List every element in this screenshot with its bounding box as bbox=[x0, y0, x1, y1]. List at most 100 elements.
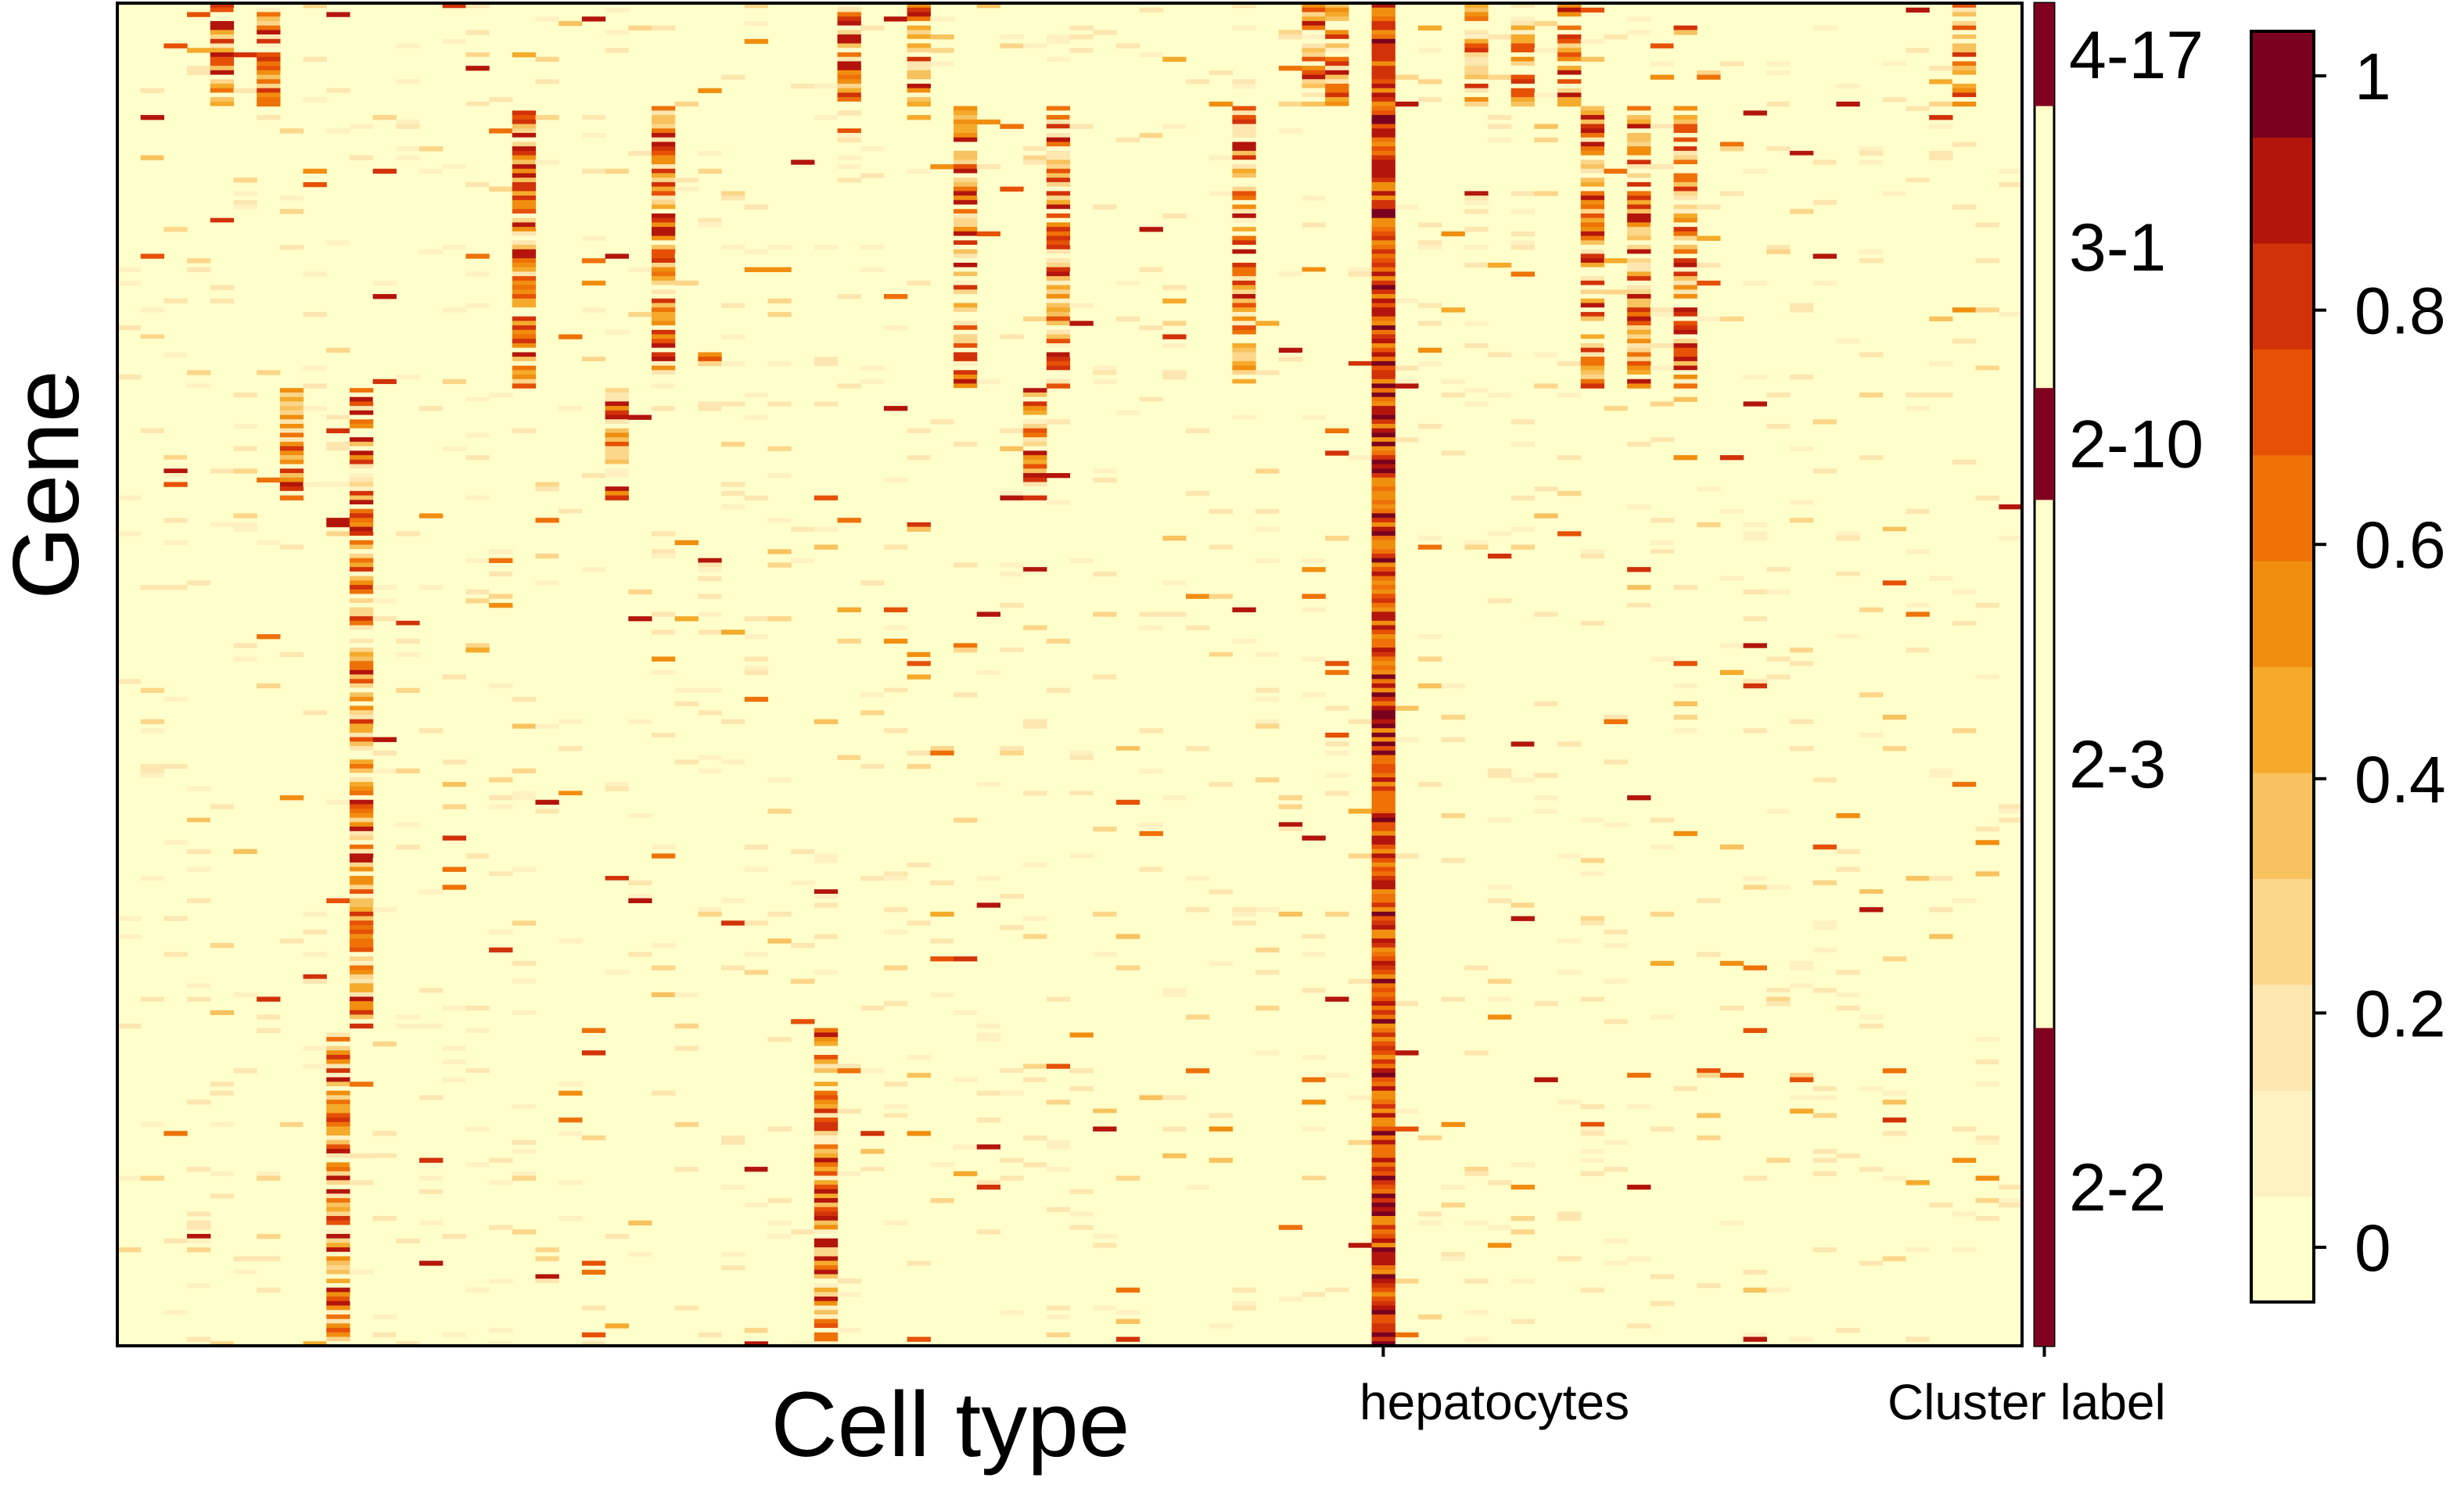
heatmap-cell bbox=[1069, 1211, 1094, 1217]
heatmap-cell bbox=[1185, 1068, 1210, 1074]
heatmap-cell bbox=[651, 132, 676, 138]
heatmap-cell bbox=[605, 446, 629, 451]
heatmap-cell bbox=[1302, 79, 1326, 84]
heatmap-cell bbox=[512, 186, 537, 192]
hepatocytes-cell bbox=[1371, 620, 1395, 626]
heatmap-cell bbox=[1000, 1157, 1024, 1163]
heatmap-cell bbox=[1232, 294, 1256, 300]
heatmap-cell bbox=[1046, 150, 1071, 156]
heatmap-cell bbox=[512, 124, 537, 129]
heatmap-cell bbox=[396, 1175, 420, 1181]
hepatocytes-cell bbox=[1371, 1305, 1395, 1311]
heatmap-cell bbox=[1255, 633, 1280, 640]
heatmap-cell bbox=[605, 396, 629, 402]
heatmap-cell bbox=[1278, 1297, 1303, 1302]
heatmap-cell bbox=[1905, 392, 1930, 398]
heatmap-cell bbox=[744, 669, 769, 676]
hepatocytes-cell bbox=[1371, 715, 1395, 720]
heatmap-cell bbox=[674, 947, 699, 952]
heatmap-cell bbox=[1719, 339, 1744, 344]
heatmap-cell bbox=[210, 217, 235, 224]
hepatocytes-cell bbox=[1371, 889, 1395, 895]
heatmap-cell bbox=[1441, 715, 1465, 720]
heatmap-cell bbox=[907, 920, 931, 926]
heatmap-cell bbox=[349, 661, 374, 666]
heatmap-cell bbox=[651, 383, 676, 389]
heatmap-cell bbox=[1302, 97, 1326, 102]
heatmap-cell bbox=[1069, 124, 1094, 129]
heatmap-cell bbox=[1464, 1220, 1489, 1226]
heatmap-cell bbox=[1023, 571, 1047, 577]
heatmap-cell bbox=[303, 1305, 327, 1311]
heatmap-cell bbox=[419, 571, 444, 577]
heatmap-cell bbox=[1929, 495, 1953, 500]
heatmap-cell bbox=[1975, 240, 1999, 246]
heatmap-cell bbox=[1952, 620, 1977, 626]
heatmap-cell bbox=[837, 1171, 861, 1177]
heatmap-cell bbox=[512, 1086, 537, 1092]
heatmap-cell bbox=[837, 97, 861, 102]
heatmap-cell bbox=[1905, 633, 1930, 640]
heatmap-cell bbox=[1488, 262, 1512, 268]
heatmap-cell bbox=[303, 1121, 327, 1128]
heatmap-cell bbox=[1023, 204, 1047, 210]
heatmap-cell bbox=[954, 294, 978, 300]
heatmap-cell bbox=[674, 737, 699, 742]
heatmap-cell bbox=[1790, 809, 1814, 814]
hepatocytes-cell bbox=[1371, 280, 1395, 286]
heatmap-cell bbox=[1580, 267, 1605, 272]
heatmap-cell bbox=[233, 656, 257, 662]
heatmap-cell bbox=[1232, 79, 1256, 84]
heatmap-cell bbox=[1859, 1144, 1884, 1150]
heatmap-cell bbox=[465, 1077, 490, 1082]
heatmap-cell bbox=[1627, 168, 1651, 174]
heatmap-cell bbox=[837, 101, 861, 107]
heatmap-cell bbox=[1766, 392, 1791, 398]
heatmap-cell bbox=[396, 755, 420, 760]
heatmap-cell bbox=[349, 513, 374, 518]
heatmap-cell bbox=[349, 576, 374, 581]
heatmap-cell bbox=[349, 723, 374, 729]
heatmap-cell bbox=[1046, 267, 1071, 272]
heatmap-cell bbox=[930, 880, 954, 886]
heatmap-cell bbox=[954, 160, 978, 165]
heatmap-cell bbox=[349, 956, 374, 962]
heatmap-cell bbox=[581, 1261, 606, 1266]
heatmap-cell bbox=[814, 1064, 839, 1069]
heatmap-cell bbox=[326, 12, 350, 17]
heatmap-cell bbox=[1185, 907, 1210, 913]
heatmap-cell bbox=[976, 781, 1001, 787]
heatmap-cell bbox=[396, 146, 420, 152]
heatmap-cell bbox=[1069, 173, 1094, 178]
heatmap-cell bbox=[907, 1261, 931, 1266]
heatmap-cell bbox=[1627, 294, 1651, 300]
heatmap-cell bbox=[326, 1202, 350, 1208]
heatmap-cell bbox=[1766, 1287, 1791, 1293]
heatmap-cell bbox=[744, 970, 769, 975]
heatmap-cell bbox=[651, 150, 676, 156]
heatmap-cell bbox=[674, 1059, 699, 1065]
heatmap-cell bbox=[651, 375, 676, 380]
heatmap-cell bbox=[1580, 1121, 1605, 1128]
heatmap-cell bbox=[1905, 1256, 1930, 1261]
heatmap-cell bbox=[698, 262, 722, 268]
heatmap-cell bbox=[326, 441, 350, 447]
heatmap-cell bbox=[396, 124, 420, 129]
heatmap-cell bbox=[372, 1314, 397, 1320]
heatmap-cell bbox=[372, 768, 397, 774]
heatmap-cell bbox=[1812, 1171, 1837, 1177]
heatmap-cell bbox=[535, 830, 559, 837]
heatmap-cell bbox=[1232, 804, 1256, 809]
hepatocytes-cell bbox=[1371, 835, 1395, 841]
heatmap-cell bbox=[651, 531, 676, 536]
heatmap-cell bbox=[396, 1023, 420, 1029]
heatmap-cell bbox=[698, 168, 722, 174]
heatmap-cell bbox=[721, 880, 745, 886]
heatmap-cell bbox=[1975, 56, 1999, 62]
heatmap-cell bbox=[651, 267, 676, 272]
heatmap-cell bbox=[1023, 406, 1047, 411]
heatmap-cell bbox=[1766, 567, 1791, 572]
heatmap-cell bbox=[535, 56, 559, 62]
heatmap-cell bbox=[1580, 1131, 1605, 1136]
heatmap-cell bbox=[419, 728, 444, 734]
